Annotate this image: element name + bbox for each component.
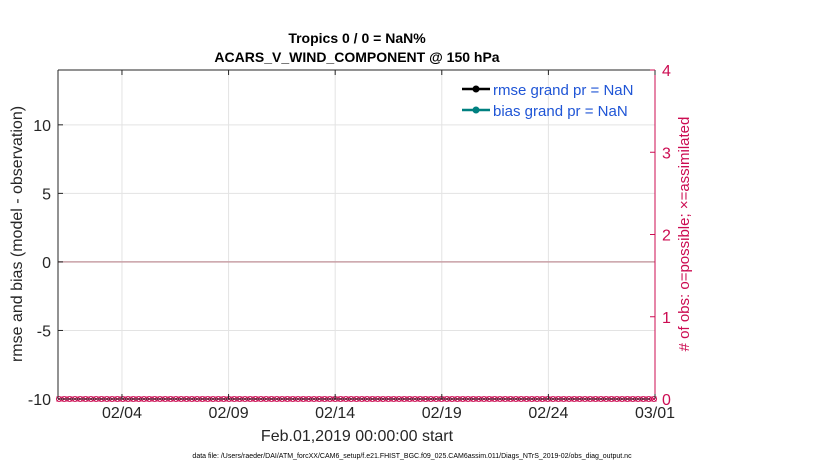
y2-tick-label: 2	[662, 228, 671, 245]
y2-tick-label: 4	[662, 63, 671, 80]
y-tick-label: 5	[42, 186, 51, 203]
x-tick-label: 02/04	[102, 405, 142, 422]
legend-rmse-marker	[472, 85, 480, 93]
x-tick-label: 02/19	[422, 405, 462, 422]
x-tick-label: 02/14	[315, 405, 355, 422]
x-tick-label: 02/24	[528, 405, 568, 422]
x-axis-ticks: 02/04 02/09 02/14 02/19 02/24 03/01	[102, 70, 675, 422]
legend-bias-marker	[472, 106, 480, 114]
y-axis-ticks: -10 -5 0 5 10	[28, 118, 63, 409]
data-file-footnote: data file: /Users/raeder/DAI/ATM_forcXX/…	[192, 453, 632, 460]
y2-axis-label: # of obs: o=possible; ×=assimilated	[676, 117, 693, 352]
y-tick-label: 0	[42, 255, 51, 272]
y-tick-label: 10	[33, 118, 51, 135]
legend-bias-label: bias grand pr = NaN	[493, 103, 628, 120]
y-tick-label: -5	[37, 323, 51, 340]
y-tick-label: -10	[28, 392, 51, 409]
y2-axis-ticks: 0 1 2 3 4	[650, 63, 671, 409]
chart-title: Tropics 0 / 0 = NaN%	[288, 30, 426, 46]
y2-tick-label: 0	[662, 392, 671, 409]
chart-subtitle: ACARS_V_WIND_COMPONENT @ 150 hPa	[214, 49, 499, 65]
y2-tick-label: 3	[662, 145, 671, 162]
legend: rmse grand pr = NaN bias grand pr = NaN	[462, 82, 633, 120]
x-tick-label: 02/09	[209, 405, 249, 422]
x-tick-label: 03/01	[635, 405, 675, 422]
y2-tick-label: 1	[662, 310, 671, 327]
x-axis-label: Feb.01,2019 00:00:00 start	[261, 428, 454, 445]
legend-rmse-label: rmse grand pr = NaN	[493, 82, 633, 99]
y-axis-label: rmse and bias (model - observation)	[9, 106, 26, 362]
